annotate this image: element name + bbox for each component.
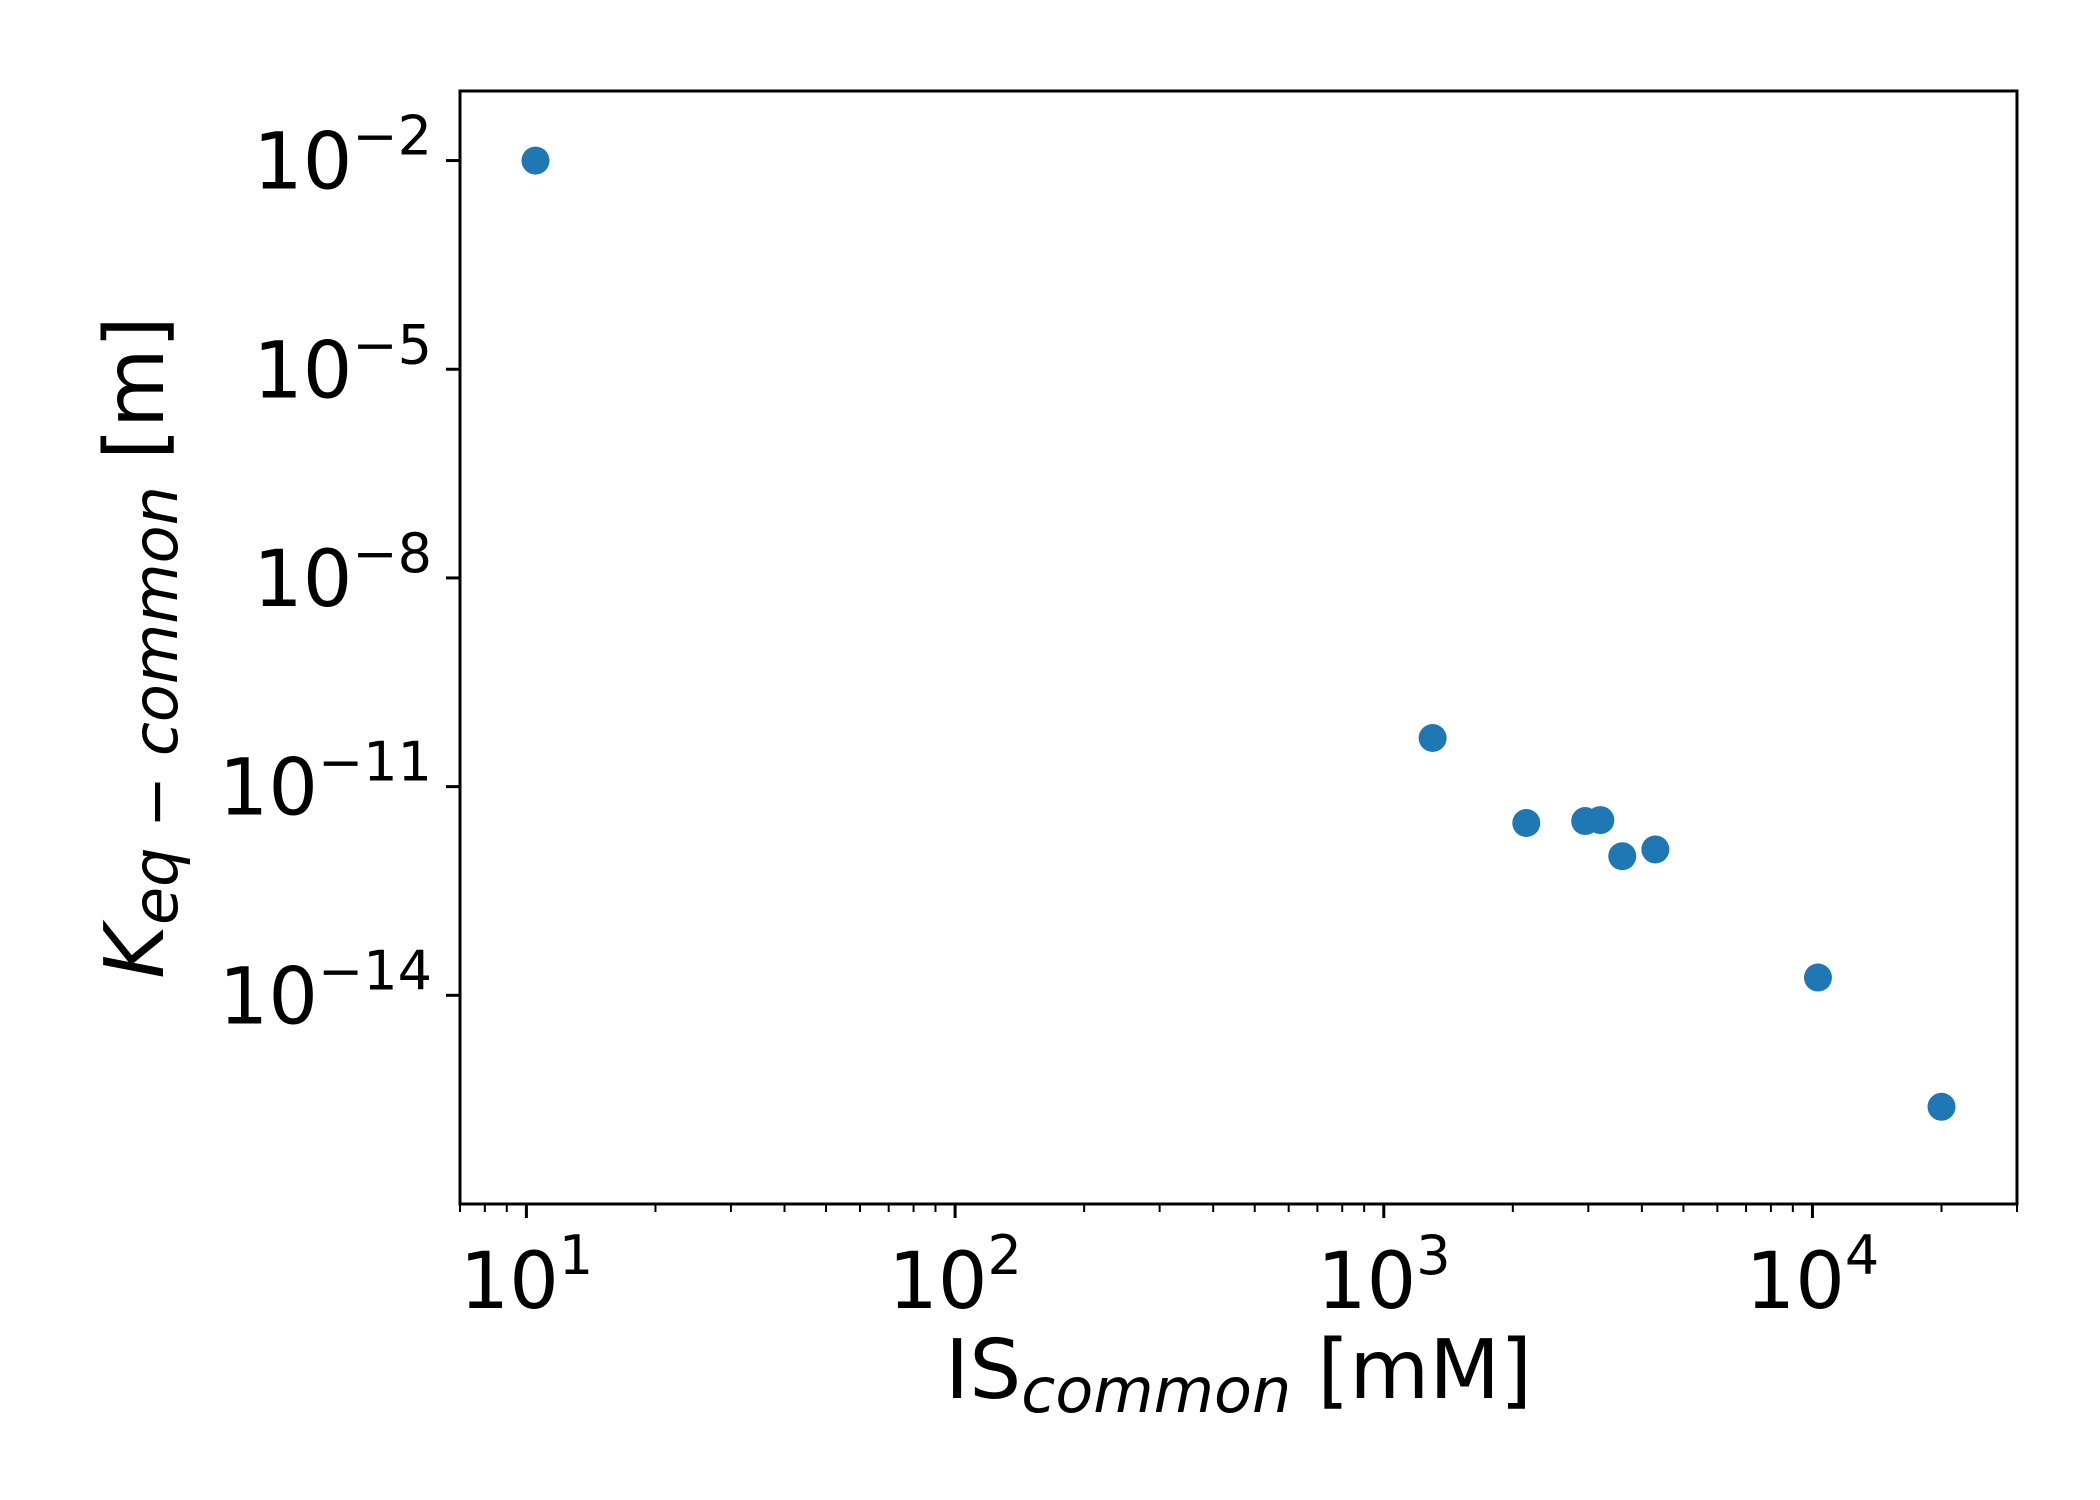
y-axis-label-subscript: eq − common <box>119 486 192 925</box>
x-tick-label: 104 <box>1746 1224 1880 1327</box>
y-axis-label-main: K <box>88 919 183 979</box>
data-point <box>521 146 550 175</box>
x-tick-label: 101 <box>460 1224 594 1327</box>
x-axis-label: IScommon [mM] <box>945 1323 1532 1427</box>
data-point <box>1418 724 1447 753</box>
data-point <box>1803 963 1832 992</box>
data-point <box>1512 808 1541 837</box>
y-tick-label: 10−8 <box>253 522 432 625</box>
data-point <box>1586 806 1615 835</box>
data-point <box>1927 1092 1956 1121</box>
y-tick-label: 10−5 <box>253 313 432 416</box>
data-point <box>1608 842 1637 871</box>
x-axis: 101 102 103 104 <box>459 1204 2018 1327</box>
x-tick-label: 103 <box>1317 1224 1451 1327</box>
plot-area-frame <box>458 89 2019 1206</box>
x-axis-label-subscript: common <box>1021 1354 1291 1427</box>
y-axis: 10−2 10−5 10−8 10−11 10−14 <box>219 105 460 1042</box>
y-axis-label: Keq − common [m] <box>88 316 192 979</box>
data-point <box>1641 835 1670 864</box>
x-tick-label: 102 <box>888 1224 1022 1327</box>
y-tick-label: 10−14 <box>219 939 432 1042</box>
y-tick-label: 10−11 <box>219 731 432 834</box>
x-axis-label-unit: [mM] <box>1291 1323 1532 1418</box>
y-axis-label-unit: [m] <box>88 316 183 486</box>
y-tick-label: 10−2 <box>253 105 432 208</box>
scatter-points <box>521 146 1956 1121</box>
x-axis-label-main: IS <box>945 1323 1021 1418</box>
